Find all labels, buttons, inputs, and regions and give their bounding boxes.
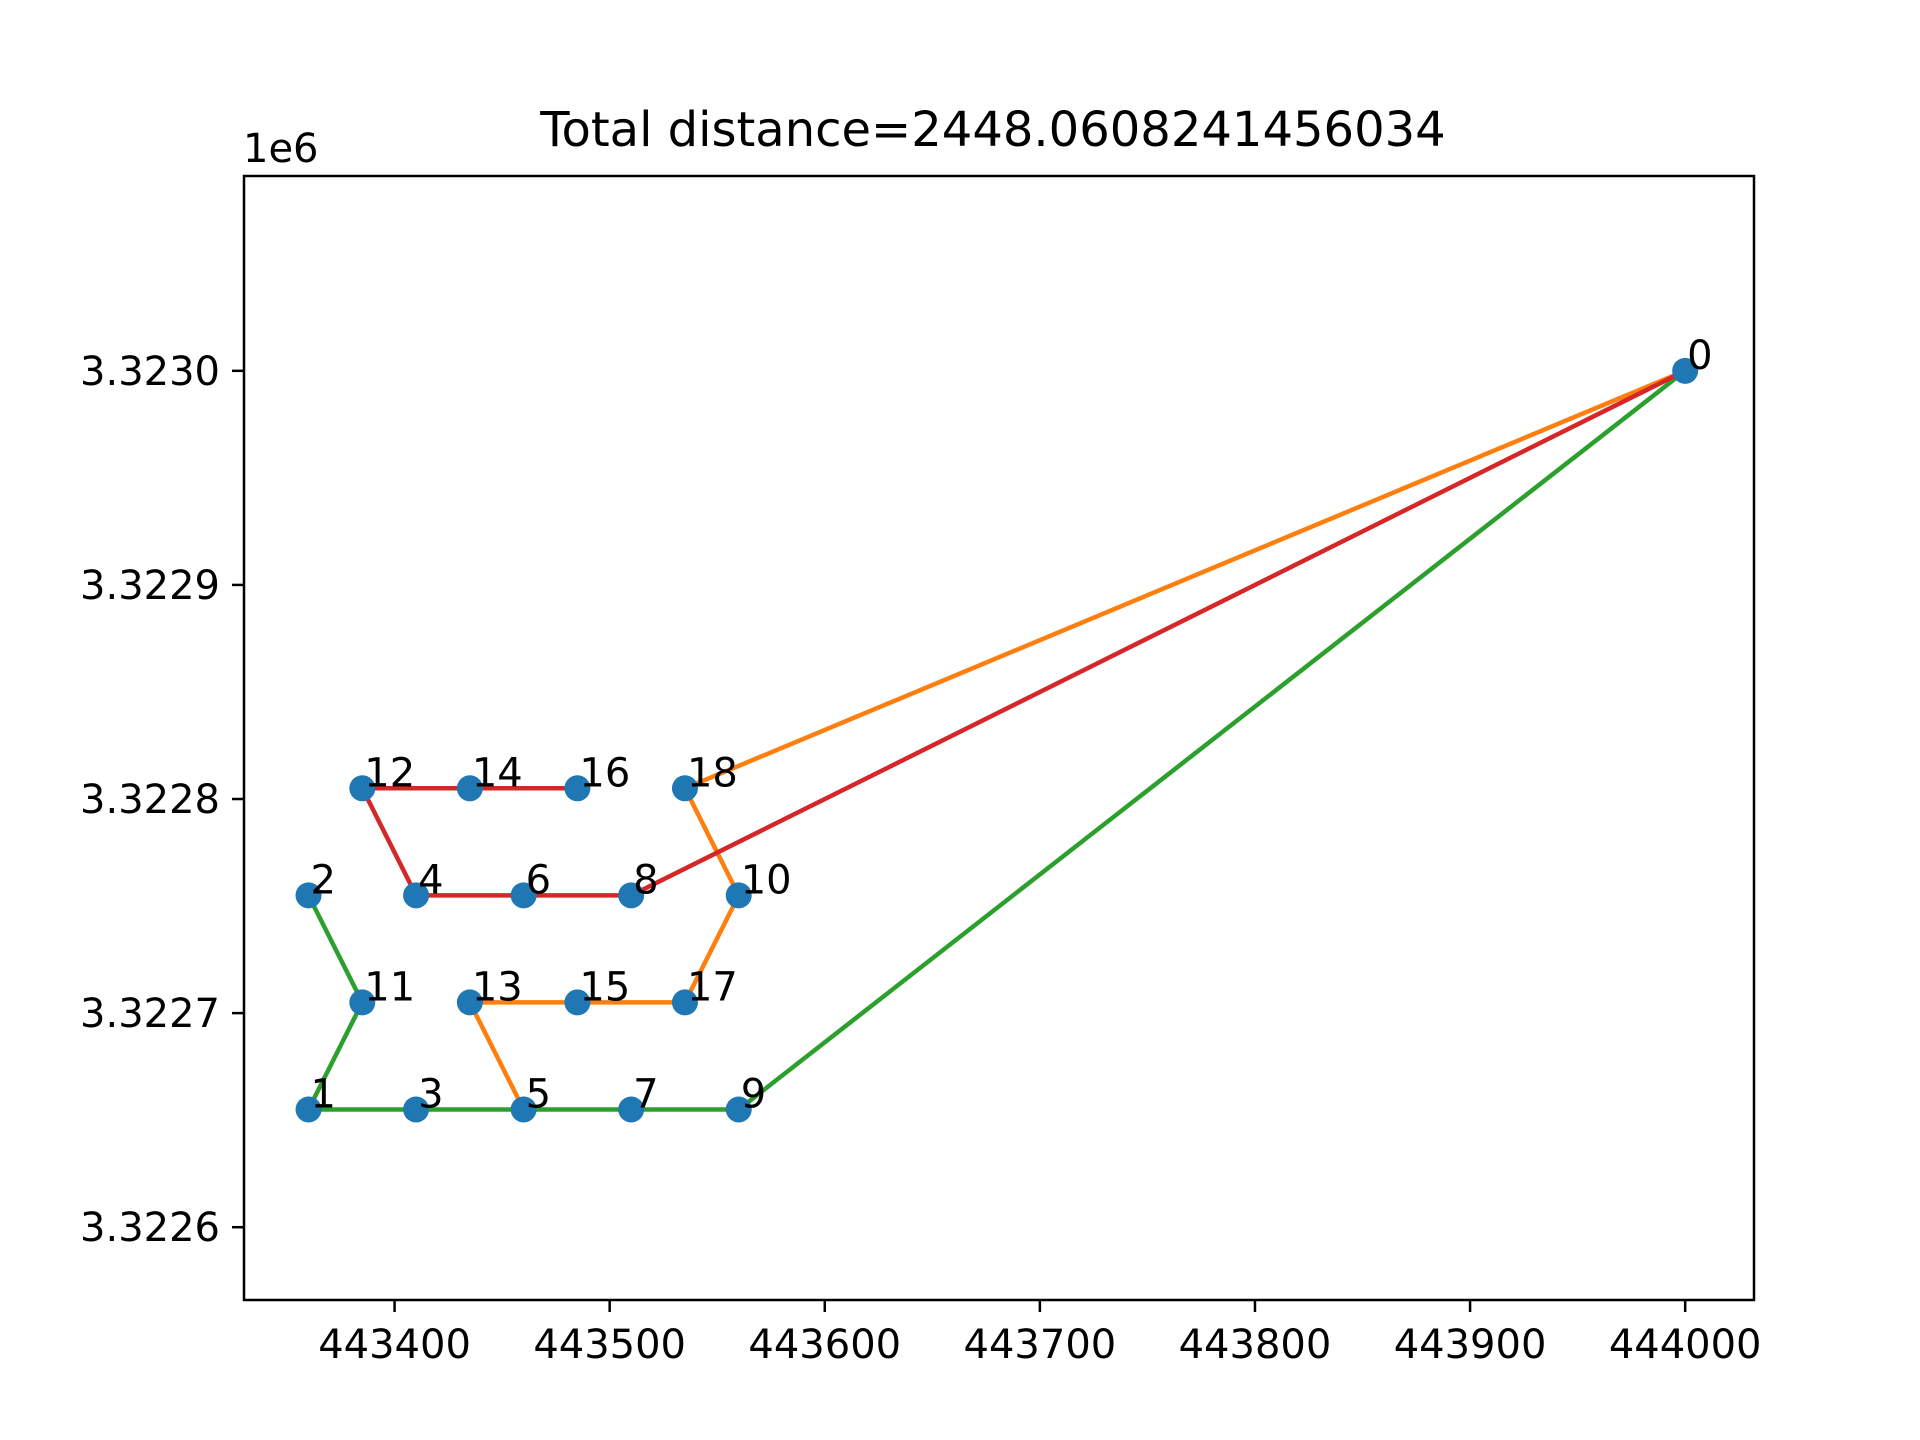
route-line-3 (358, 368, 1687, 898)
point-label-3: 3 (418, 1071, 443, 1117)
point-label-7: 7 (633, 1071, 658, 1117)
point-15 (564, 989, 591, 1016)
point-label-10: 10 (741, 857, 792, 903)
route-line-1 (304, 369, 1687, 1112)
y-offset-label: 1e6 (243, 126, 319, 172)
x-tick-label: 443600 (748, 1322, 901, 1368)
point-label-6: 6 (526, 857, 551, 903)
y-tick-label: 3.3227 (80, 991, 220, 1037)
point-label-1: 1 (311, 1071, 336, 1117)
point-label-16: 16 (579, 750, 630, 796)
point-11 (349, 989, 376, 1016)
x-tick-label: 444000 (1609, 1322, 1762, 1368)
point-label-8: 8 (633, 857, 658, 903)
point-label-11: 11 (364, 964, 415, 1010)
point-label-0: 0 (1687, 333, 1712, 379)
point-7 (618, 1096, 645, 1123)
route-line-2 (466, 368, 1687, 1111)
x-tick-label: 443800 (1179, 1322, 1332, 1368)
point-3 (403, 1096, 430, 1123)
point-1 (295, 1096, 322, 1123)
x-tick-label: 443500 (533, 1322, 686, 1368)
y-tick-label: 3.3229 (80, 563, 220, 609)
point-10 (725, 882, 752, 909)
point-9 (725, 1096, 752, 1123)
point-12 (349, 775, 376, 802)
point-label-9: 9 (741, 1071, 766, 1117)
point-label-13: 13 (472, 964, 523, 1010)
point-label-5: 5 (526, 1071, 551, 1117)
point-18 (671, 775, 698, 802)
points (295, 357, 1699, 1123)
y-tick-label: 3.3230 (80, 349, 220, 395)
point-label-18: 18 (687, 750, 738, 796)
point-16 (564, 775, 591, 802)
point-label-17: 17 (687, 964, 738, 1010)
plot-frame (242, 174, 1756, 1302)
point-5 (510, 1096, 537, 1123)
point-label-14: 14 (472, 750, 523, 796)
axes-ticks: 443400 443500 443600 443700 443800 443900 4440… (80, 349, 1761, 1368)
point-4 (403, 882, 430, 909)
point-label-4: 4 (418, 857, 443, 903)
chart-title: Total distance=2448.0608241456034 (539, 102, 1445, 158)
x-tick-label: 443400 (318, 1322, 471, 1368)
point-0 (1672, 357, 1699, 384)
point-label-15: 15 (579, 964, 630, 1010)
point-6 (510, 882, 537, 909)
point-label-2: 2 (311, 857, 336, 903)
point-2 (295, 882, 322, 909)
point-8 (618, 882, 645, 909)
point-14 (456, 775, 483, 802)
x-tick-label: 443700 (964, 1322, 1117, 1368)
point-17 (671, 989, 698, 1016)
x-tick-label: 443900 (1394, 1322, 1547, 1368)
y-tick-label: 3.3228 (80, 777, 220, 823)
point-13 (456, 989, 483, 1016)
point-label-12: 12 (364, 750, 415, 796)
y-tick-label: 3.3226 (80, 1205, 220, 1251)
